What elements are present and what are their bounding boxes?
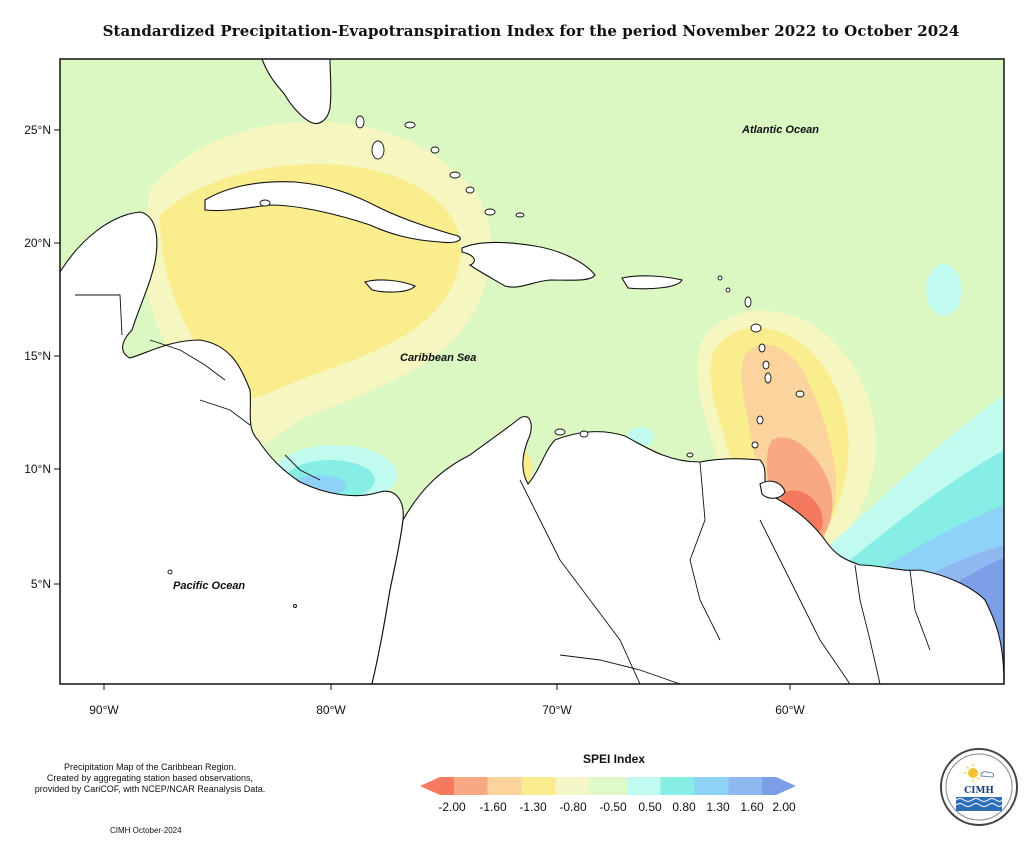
label-caribbean-sea: Caribbean Sea <box>400 352 476 364</box>
map-frame <box>59 58 1005 685</box>
land-puerto-rico <box>621 275 683 290</box>
legend-tick: 2.00 <box>772 800 796 814</box>
label-atlantic-ocean: Atlantic Ocean <box>741 124 819 136</box>
legend-tick: 0.50 <box>638 800 662 814</box>
credit-line-1: Precipitation Map of the Caribbean Regio… <box>63 762 237 772</box>
lat-label-5n: 5°N <box>31 577 51 591</box>
map-title: Standardized Precipitation-Evapotranspir… <box>102 22 960 40</box>
legend-tick: -0.50 <box>599 800 627 814</box>
lon-label-80w: 80°W <box>316 703 346 717</box>
land-south-america <box>371 416 1004 684</box>
axis-ticks <box>54 129 791 690</box>
legend-tick: 1.30 <box>706 800 730 814</box>
wet-blob-atlantic <box>926 264 962 316</box>
credit-line-2: Created by aggregating station based obs… <box>46 773 254 783</box>
legend-tick: -0.80 <box>559 800 587 814</box>
legend-bar <box>420 777 796 795</box>
land-masses <box>60 59 1004 684</box>
legend-tick: -2.00 <box>438 800 466 814</box>
cimh-logo-icon: CIMH <box>945 753 1013 821</box>
spei-field: Atlantic Ocean Caribbean Sea Pacific Oce… <box>60 59 1004 684</box>
lat-label-15n: 15°N <box>24 349 51 363</box>
legend-tick: 0.80 <box>672 800 696 814</box>
legend-colorbar <box>420 777 796 795</box>
lat-label-10n: 10°N <box>24 462 51 476</box>
land-cuba <box>204 181 461 244</box>
legend-tick: -1.60 <box>479 800 507 814</box>
label-pacific-ocean: Pacific Ocean <box>173 580 245 592</box>
small-islands <box>167 115 805 608</box>
legend-tick: -1.30 <box>519 800 547 814</box>
land-trinidad <box>759 480 786 499</box>
borders <box>75 294 931 684</box>
credit-line-3: provided by CariCOF, with NCEP/NCAR Rean… <box>34 784 266 794</box>
cimh-logo: CIMH <box>940 748 1018 826</box>
lon-label-90w: 90°W <box>89 703 119 717</box>
legend-title: SPEI Index <box>583 752 646 766</box>
land-florida <box>261 59 332 125</box>
land-hispaniola <box>461 242 596 288</box>
lon-label-70w: 70°W <box>542 703 572 717</box>
cimh-logo-text: CIMH <box>964 786 994 796</box>
lat-label-20n: 20°N <box>24 236 51 250</box>
legend-tick: 1.60 <box>740 800 764 814</box>
lon-label-60w: 60°W <box>775 703 805 717</box>
date-stamp: CIMH October-2024 <box>110 826 182 835</box>
land-jamaica <box>364 279 416 293</box>
credit-text: Precipitation Map of the Caribbean Regio… <box>10 762 290 795</box>
lat-label-25n: 25°N <box>24 123 51 137</box>
